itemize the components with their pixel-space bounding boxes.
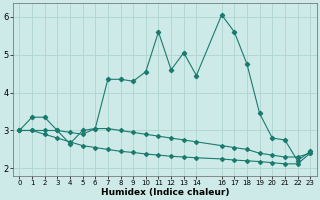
X-axis label: Humidex (Indice chaleur): Humidex (Indice chaleur) bbox=[100, 188, 229, 197]
